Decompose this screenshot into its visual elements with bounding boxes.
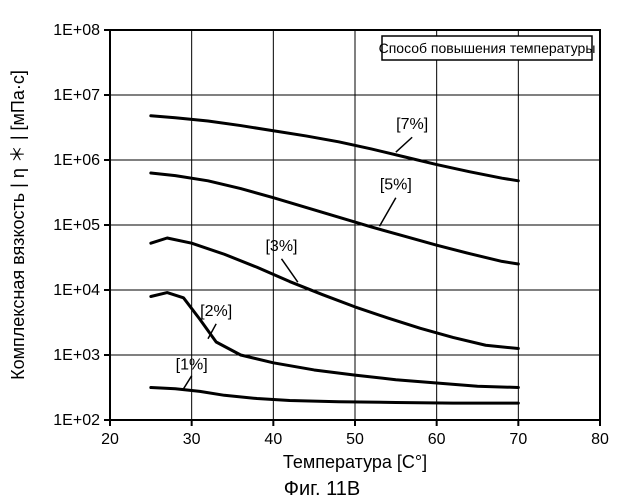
leader-line	[184, 376, 192, 389]
x-tick-label: 30	[183, 431, 201, 448]
x-tick-label: 40	[264, 431, 282, 448]
y-tick-label: 1E+05	[53, 217, 100, 234]
series-line	[151, 388, 519, 404]
series-label: [5%]	[380, 176, 412, 193]
y-tick-label: 1E+04	[53, 282, 100, 299]
y-axis-label: Комплексная вязкость | η ＊ | [мПа·с]	[8, 70, 28, 380]
x-tick-label: 70	[509, 431, 527, 448]
x-tick-label: 20	[101, 431, 119, 448]
y-tick-label: 1E+08	[53, 22, 100, 39]
leader-line	[380, 198, 396, 227]
series-label: [3%]	[265, 238, 297, 255]
x-tick-label: 50	[346, 431, 364, 448]
x-tick-label: 60	[428, 431, 446, 448]
y-tick-label: 1E+06	[53, 152, 100, 169]
y-tick-label: 1E+07	[53, 87, 100, 104]
series-label: [2%]	[200, 303, 232, 320]
series-line	[151, 116, 519, 181]
x-axis-label: Температура [C°]	[283, 452, 427, 472]
leader-line	[396, 137, 412, 152]
x-tick-label: 80	[591, 431, 609, 448]
viscosity-vs-temperature-chart: 20 30 40 50 60 70 80 1E+02 1E+03 1E+04 1E+05 1E+06 1…	[0, 0, 644, 500]
y-tick-label: 1E+03	[53, 347, 100, 364]
series-label: [1%]	[176, 356, 208, 373]
series-line	[151, 173, 519, 264]
figure-caption: Фиг. 11B	[284, 478, 360, 500]
legend-text: Способ повышения температуры	[379, 40, 596, 56]
series-line	[151, 238, 519, 349]
y-tick-label: 1E+02	[53, 412, 100, 429]
series-label: [7%]	[396, 116, 428, 133]
